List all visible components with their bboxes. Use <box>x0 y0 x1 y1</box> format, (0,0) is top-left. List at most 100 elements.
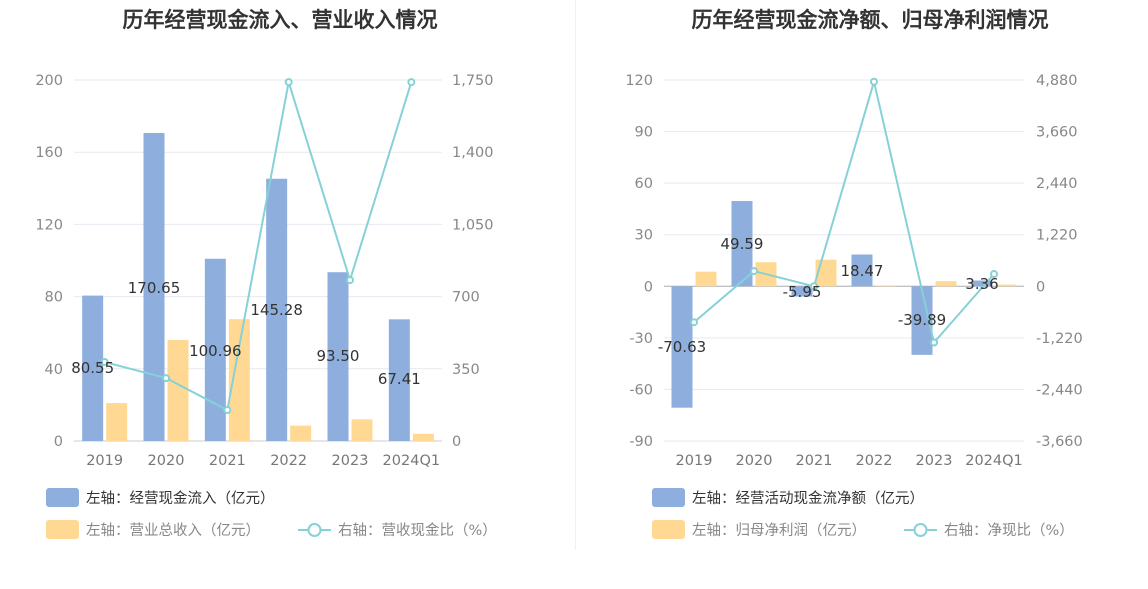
line-series <box>693 77 995 345</box>
bar-secondary <box>351 419 373 441</box>
x-tick-label: 2019 <box>86 453 123 469</box>
y-left-tick-label: 120 <box>35 217 63 233</box>
y-right-tick-label: 0 <box>452 434 461 450</box>
y-left-tick-label: 30 <box>635 228 653 244</box>
bar-primary <box>971 280 993 287</box>
y-left-tick-label: 0 <box>644 279 653 295</box>
x-tick-label: 2023 <box>916 453 953 469</box>
line-point <box>810 282 818 291</box>
y-left-tick-label: -90 <box>629 434 653 450</box>
bar-primary <box>911 286 933 355</box>
x-tick-label: 2022 <box>270 453 307 469</box>
bar-secondary <box>695 271 717 287</box>
data-label: 18.47 <box>841 262 884 280</box>
bar-secondary <box>935 281 957 287</box>
bar-secondary <box>412 433 434 441</box>
data-label: 93.50 <box>317 347 360 365</box>
data-label: 100.96 <box>189 342 242 360</box>
y-right-tick-label: 1,750 <box>452 73 494 89</box>
legend-label: 左轴：营业总收入（亿元） <box>86 522 260 539</box>
data-label: 3.36 <box>965 275 998 293</box>
bar-primary <box>851 254 873 287</box>
chart-panel-net-cash: 历年经营现金流净额、归母净利润情况 -90 -3,660 -60 -2,440 -30 -1… <box>574 0 1148 589</box>
legend-marker <box>307 523 322 537</box>
bar-primary <box>204 258 226 441</box>
data-label: -70.63 <box>658 338 706 356</box>
data-label: -39.89 <box>898 311 946 329</box>
bar-secondary <box>106 403 128 441</box>
data-label: 49.59 <box>721 235 764 253</box>
x-tick-label: 2022 <box>856 453 893 469</box>
legend-swatch <box>46 520 79 539</box>
bar-secondary <box>290 425 312 441</box>
bar-primary <box>82 295 104 441</box>
legend-swatch <box>652 488 685 507</box>
line-point <box>284 78 293 87</box>
bar-primary <box>731 201 753 287</box>
chart-panel-cash-inflow: 历年经营现金流入、营业收入情况 0 0 40 350 80 700 120 1,050 160 1,… <box>35 8 497 539</box>
x-tick-label: 2021 <box>796 453 833 469</box>
legend-label: 右轴：营收现金比（%） <box>338 522 497 539</box>
x-tick-label: 2024Q1 <box>965 453 1023 469</box>
bar-secondary <box>167 339 189 441</box>
y-right-tick-label: 350 <box>452 362 480 378</box>
bar-primary <box>671 286 693 408</box>
data-label: 67.41 <box>378 370 421 388</box>
legend-label: 右轴：净现比（%） <box>944 522 1074 539</box>
line-series <box>104 81 413 412</box>
y-right-tick-label: 0 <box>1036 279 1045 295</box>
y-left-tick-label: -60 <box>629 382 653 398</box>
bar-secondary <box>875 285 897 287</box>
x-tick-label: 2019 <box>676 453 713 469</box>
y-left-tick-label: 80 <box>45 290 63 306</box>
line-point <box>930 338 938 347</box>
y-right-tick-label: 700 <box>452 290 480 306</box>
y-left-tick-label: 60 <box>635 176 653 192</box>
y-right-tick-label: 2,440 <box>1036 176 1078 192</box>
legend-marker <box>913 523 928 537</box>
y-right-tick-label: 1,050 <box>452 217 494 233</box>
line-point <box>407 78 416 87</box>
y-right-tick-label: 3,660 <box>1036 125 1078 141</box>
y-right-tick-label: 1,400 <box>452 145 494 161</box>
line-point <box>870 77 878 86</box>
x-tick-label: 2024Q1 <box>383 453 441 469</box>
chart-svg-right: 历年经营现金流净额、归母净利润情况 -90 -3,660 -60 -2,440 -30 -1… <box>625 8 1083 539</box>
y-left-tick-label: 200 <box>35 73 63 89</box>
line-point <box>346 276 354 285</box>
line-point <box>223 406 232 415</box>
bar-primary <box>327 272 349 441</box>
y-right-tick-label: -3,660 <box>1036 434 1083 450</box>
y-left-tick-label: 40 <box>45 362 63 378</box>
line-point <box>990 270 998 279</box>
y-right-tick-label: 1,220 <box>1036 228 1078 244</box>
panel-divider <box>575 0 576 550</box>
chart-title: 历年经营现金流入、营业收入情况 <box>123 8 438 32</box>
bar-primary <box>791 286 813 297</box>
line-point <box>750 267 758 276</box>
legend-swatch <box>46 488 79 507</box>
x-tick-label: 2020 <box>148 453 185 469</box>
bar-secondary <box>228 319 250 441</box>
bar-secondary <box>995 284 1017 287</box>
bar-primary <box>266 178 288 441</box>
y-right-tick-label: -2,440 <box>1036 382 1083 398</box>
chart-svg-left: 历年经营现金流入、营业收入情况 0 0 40 350 80 700 120 1,050 160 1,… <box>35 8 497 539</box>
x-tick-label: 2021 <box>209 453 246 469</box>
y-left-tick-label: 0 <box>54 434 63 450</box>
line-point <box>100 357 109 366</box>
data-label: 145.28 <box>250 301 303 319</box>
y-right-tick-label: 4,880 <box>1036 73 1078 89</box>
data-label: 170.65 <box>128 279 181 297</box>
y-left-tick-label: 160 <box>35 145 63 161</box>
y-left-tick-label: 120 <box>625 73 653 89</box>
data-label: 80.55 <box>71 359 114 377</box>
legend-label: 左轴：归母净利润（亿元） <box>692 522 866 539</box>
bar-primary <box>388 319 410 441</box>
chart-title: 历年经营现金流净额、归母净利润情况 <box>692 8 1049 32</box>
legend-swatch <box>652 520 685 539</box>
y-left-tick-label: -30 <box>629 331 653 347</box>
data-label: -5.95 <box>783 283 822 301</box>
bar-primary <box>143 132 165 441</box>
line-point <box>690 318 698 327</box>
